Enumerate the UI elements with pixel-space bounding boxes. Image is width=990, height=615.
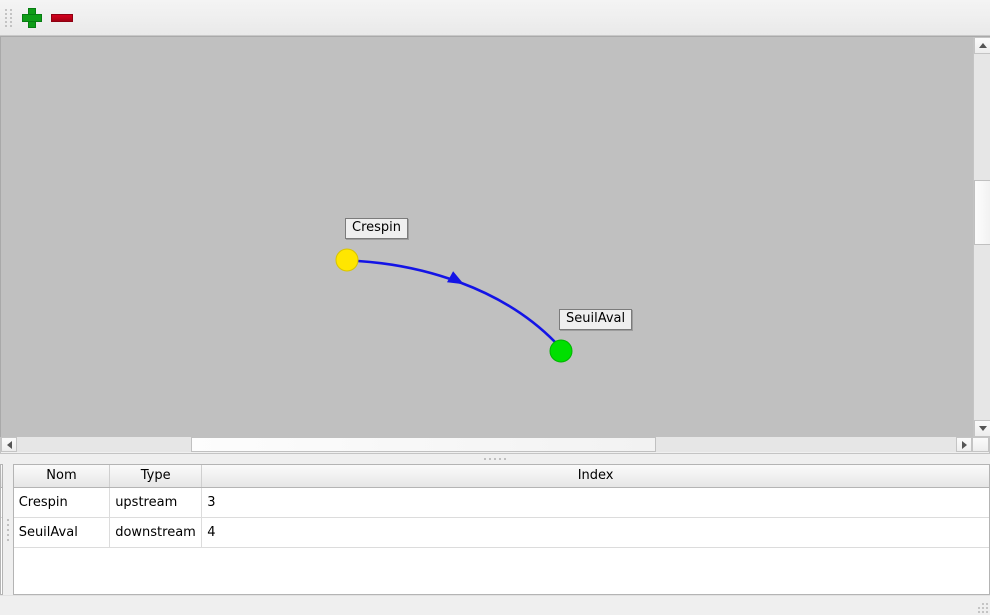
scroll-down-arrow-icon: [978, 426, 987, 431]
horizontal-splitter[interactable]: [0, 454, 990, 464]
plus-icon: [22, 7, 42, 28]
minus-icon: [51, 13, 73, 22]
table-row[interactable]: SeuilAval downstream 4: [13, 517, 989, 548]
nodes-table-panel: Nom Type Index Crespin upstream 3 SeuilA…: [12, 464, 990, 595]
scroll-corner: [972, 437, 989, 452]
toolbar-drag-handle[interactable]: [3, 7, 13, 29]
table-row[interactable]: BiefHogneau Crespin SeuilAval 2: [1, 487, 2, 518]
scroll-up-arrow-icon: [978, 43, 987, 48]
vertical-scroll-thumb[interactable]: [974, 180, 990, 245]
cell-nom[interactable]: SeuilAval: [13, 517, 111, 548]
graph-svg: [335, 248, 573, 363]
vertical-splitter[interactable]: [2, 464, 13, 595]
scroll-right-button[interactable]: [956, 437, 972, 452]
column-header-nom[interactable]: Nom: [13, 465, 111, 488]
column-header-nom[interactable]: Nom: [1, 465, 2, 488]
reaches-table[interactable]: Nom Nœud source Nœud destination Index B…: [1, 465, 2, 518]
reaches-table-empty-area[interactable]: [1, 517, 2, 594]
splitter-grip-icon: [6, 518, 9, 541]
node-crespin[interactable]: [335, 248, 359, 272]
cell-nom[interactable]: Crespin: [13, 487, 111, 518]
reaches-table-panel: Nom Nœud source Nœud destination Index B…: [0, 464, 3, 595]
splitter-grip-icon: [484, 458, 506, 460]
edge-crespin-seuilaval[interactable]: [357, 259, 556, 343]
canvas-vertical-scrollbar[interactable]: [973, 37, 990, 437]
nodes-table-empty-area[interactable]: [13, 547, 989, 594]
scroll-right-arrow-icon: [961, 440, 967, 449]
remove-button[interactable]: [47, 3, 77, 33]
cell-nom[interactable]: BiefHogneau: [1, 487, 2, 518]
graph-canvas[interactable]: Crespin SeuilAval: [0, 36, 990, 437]
column-header-index[interactable]: Index: [201, 465, 989, 488]
status-bar: [0, 595, 990, 615]
table-header-row: Nom Type Index: [13, 465, 989, 488]
table-header-row: Nom Nœud source Nœud destination Index: [1, 465, 2, 488]
node-label-seuilaval[interactable]: SeuilAval: [559, 309, 633, 330]
tables-area: Nom Nœud source Nœud destination Index B…: [0, 464, 990, 595]
cell-type[interactable]: downstream: [109, 517, 203, 548]
column-header-type[interactable]: Type: [109, 465, 203, 488]
cell-index[interactable]: 3: [201, 487, 989, 518]
scroll-down-button[interactable]: [974, 420, 990, 437]
scroll-up-button[interactable]: [974, 37, 990, 54]
node-label-crespin[interactable]: Crespin: [345, 218, 409, 239]
edge-arrowhead-icon: [447, 271, 464, 285]
cell-index[interactable]: 4: [201, 517, 989, 548]
canvas-horizontal-scrollbar[interactable]: [0, 437, 990, 454]
scroll-left-arrow-icon: [6, 440, 12, 449]
cell-type[interactable]: upstream: [109, 487, 203, 518]
window-resize-grip[interactable]: [975, 600, 988, 613]
horizontal-scroll-thumb[interactable]: [191, 437, 656, 452]
nodes-table[interactable]: Nom Type Index Crespin upstream 3 SeuilA…: [13, 465, 989, 548]
node-seuilaval[interactable]: [549, 339, 573, 363]
toolbar: [0, 0, 990, 36]
scroll-left-button[interactable]: [1, 437, 17, 452]
table-row[interactable]: Crespin upstream 3: [13, 487, 989, 518]
add-button[interactable]: [17, 3, 47, 33]
